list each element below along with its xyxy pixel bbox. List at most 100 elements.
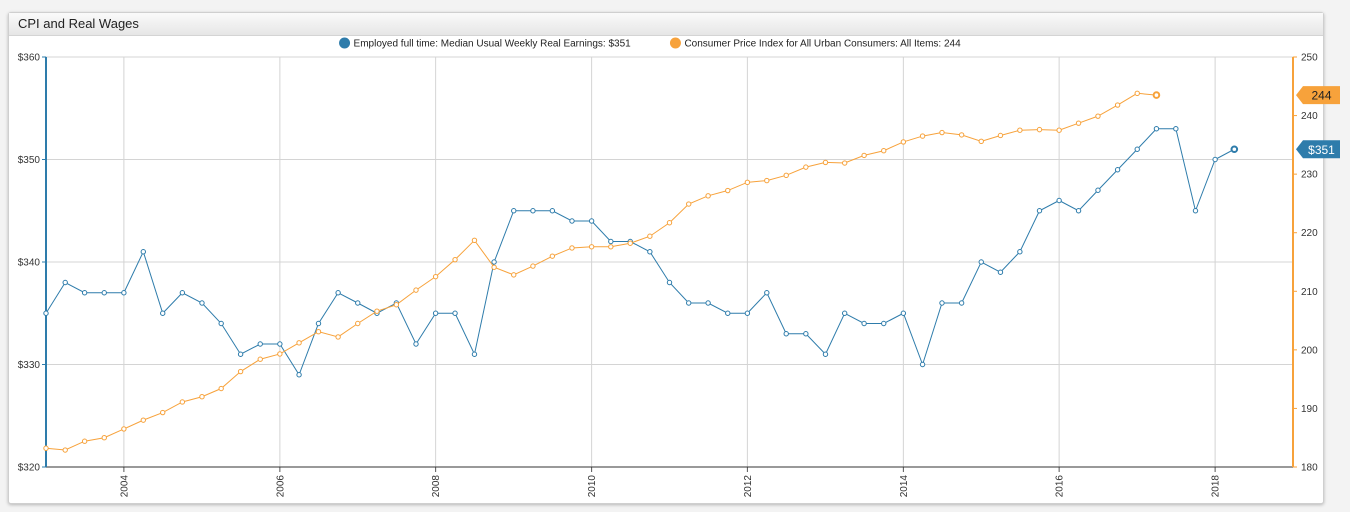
data-point[interactable] [647, 233, 653, 239]
legend-item-2[interactable]: Consumer Price Index for All Urban Consu… [669, 37, 961, 50]
data-point[interactable] [277, 351, 283, 357]
data-point[interactable] [296, 372, 302, 378]
data-point[interactable] [978, 138, 984, 145]
data-point[interactable] [315, 329, 322, 335]
data-point[interactable] [199, 300, 205, 306]
data-point[interactable] [511, 272, 517, 278]
data-point[interactable] [725, 187, 731, 194]
data-point[interactable] [881, 320, 887, 327]
data-point[interactable] [374, 308, 380, 314]
data-point[interactable] [1230, 145, 1239, 154]
data-point[interactable] [705, 193, 711, 199]
data-point[interactable] [666, 220, 673, 226]
data-point[interactable] [997, 132, 1004, 139]
data-point[interactable] [764, 290, 770, 296]
data-point[interactable] [569, 245, 575, 251]
data-point[interactable] [939, 129, 945, 136]
data-point[interactable] [978, 259, 984, 265]
data-point[interactable] [432, 310, 439, 316]
data-point[interactable] [413, 287, 419, 293]
data-point[interactable] [744, 310, 751, 316]
data-point[interactable] [43, 445, 49, 451]
data-point[interactable] [1036, 126, 1043, 133]
data-point[interactable] [62, 279, 68, 286]
data-point[interactable] [62, 447, 68, 453]
data-point[interactable] [237, 351, 244, 357]
data-point[interactable] [900, 310, 907, 316]
data-point[interactable] [471, 351, 478, 357]
data-point[interactable] [452, 256, 458, 263]
data-point[interactable] [199, 394, 205, 400]
data-point[interactable] [725, 310, 731, 316]
data-point[interactable] [783, 172, 789, 179]
data-point[interactable] [101, 290, 107, 296]
data-point[interactable] [803, 164, 809, 170]
data-point[interactable] [588, 244, 595, 250]
data-point[interactable] [432, 273, 439, 280]
data-point[interactable] [452, 310, 458, 316]
data-point[interactable] [627, 240, 633, 246]
data-point[interactable] [121, 426, 127, 432]
data-point[interactable] [491, 259, 497, 265]
data-point[interactable] [335, 290, 341, 296]
data-point[interactable] [881, 148, 887, 154]
data-point[interactable] [1017, 249, 1023, 255]
data-point[interactable] [686, 201, 692, 207]
data-point[interactable] [277, 341, 283, 347]
data-point[interactable] [1095, 187, 1101, 193]
data-point[interactable] [257, 356, 263, 362]
data-point[interactable] [919, 133, 926, 139]
data-point[interactable] [647, 249, 653, 255]
data-point[interactable] [1134, 146, 1140, 152]
data-point[interactable] [1017, 127, 1023, 133]
data-point[interactable] [296, 340, 302, 346]
data-point[interactable] [958, 132, 965, 138]
data-point[interactable] [43, 310, 49, 316]
data-point[interactable] [686, 300, 692, 306]
data-point[interactable] [1212, 156, 1218, 163]
data-point[interactable] [160, 310, 166, 316]
data-point[interactable] [958, 300, 965, 306]
data-point[interactable] [121, 290, 127, 296]
data-point[interactable] [997, 269, 1004, 275]
data-point[interactable] [1114, 102, 1121, 108]
data-point[interactable] [491, 264, 497, 270]
data-point[interactable] [569, 218, 575, 224]
data-point[interactable] [355, 320, 361, 327]
data-point[interactable] [919, 361, 926, 368]
data-point[interactable] [1134, 90, 1140, 97]
data-point[interactable] [335, 334, 341, 340]
legend-item-1[interactable]: Employed full time: Median Usual Weekly … [339, 37, 631, 50]
data-point[interactable] [257, 341, 263, 347]
data-point[interactable] [861, 152, 867, 159]
data-point[interactable] [608, 238, 614, 245]
data-point[interactable] [608, 244, 614, 250]
data-point[interactable] [783, 331, 789, 337]
data-point[interactable] [530, 263, 536, 269]
data-point[interactable] [140, 417, 147, 423]
data-point[interactable] [1075, 120, 1082, 126]
data-point[interactable] [471, 237, 478, 244]
data-point[interactable] [218, 320, 224, 327]
data-point[interactable] [81, 290, 88, 296]
data-point[interactable] [841, 160, 848, 166]
data-point[interactable] [939, 300, 945, 306]
data-point[interactable] [140, 249, 147, 255]
data-point[interactable] [315, 320, 322, 327]
data-point[interactable] [900, 139, 907, 145]
data-point[interactable] [1153, 126, 1160, 132]
data-point[interactable] [861, 320, 867, 327]
data-point[interactable] [218, 385, 224, 392]
data-point[interactable] [549, 208, 556, 214]
data-point[interactable] [179, 399, 186, 405]
data-point[interactable] [393, 302, 400, 308]
data-point[interactable] [1095, 113, 1101, 119]
data-point[interactable] [1075, 208, 1082, 214]
data-point[interactable] [803, 331, 809, 337]
data-point[interactable] [179, 290, 186, 296]
data-point[interactable] [822, 351, 829, 357]
data-point[interactable] [413, 341, 419, 347]
data-point[interactable] [1036, 208, 1043, 214]
data-point[interactable] [1152, 91, 1161, 99]
data-point[interactable] [841, 310, 848, 316]
